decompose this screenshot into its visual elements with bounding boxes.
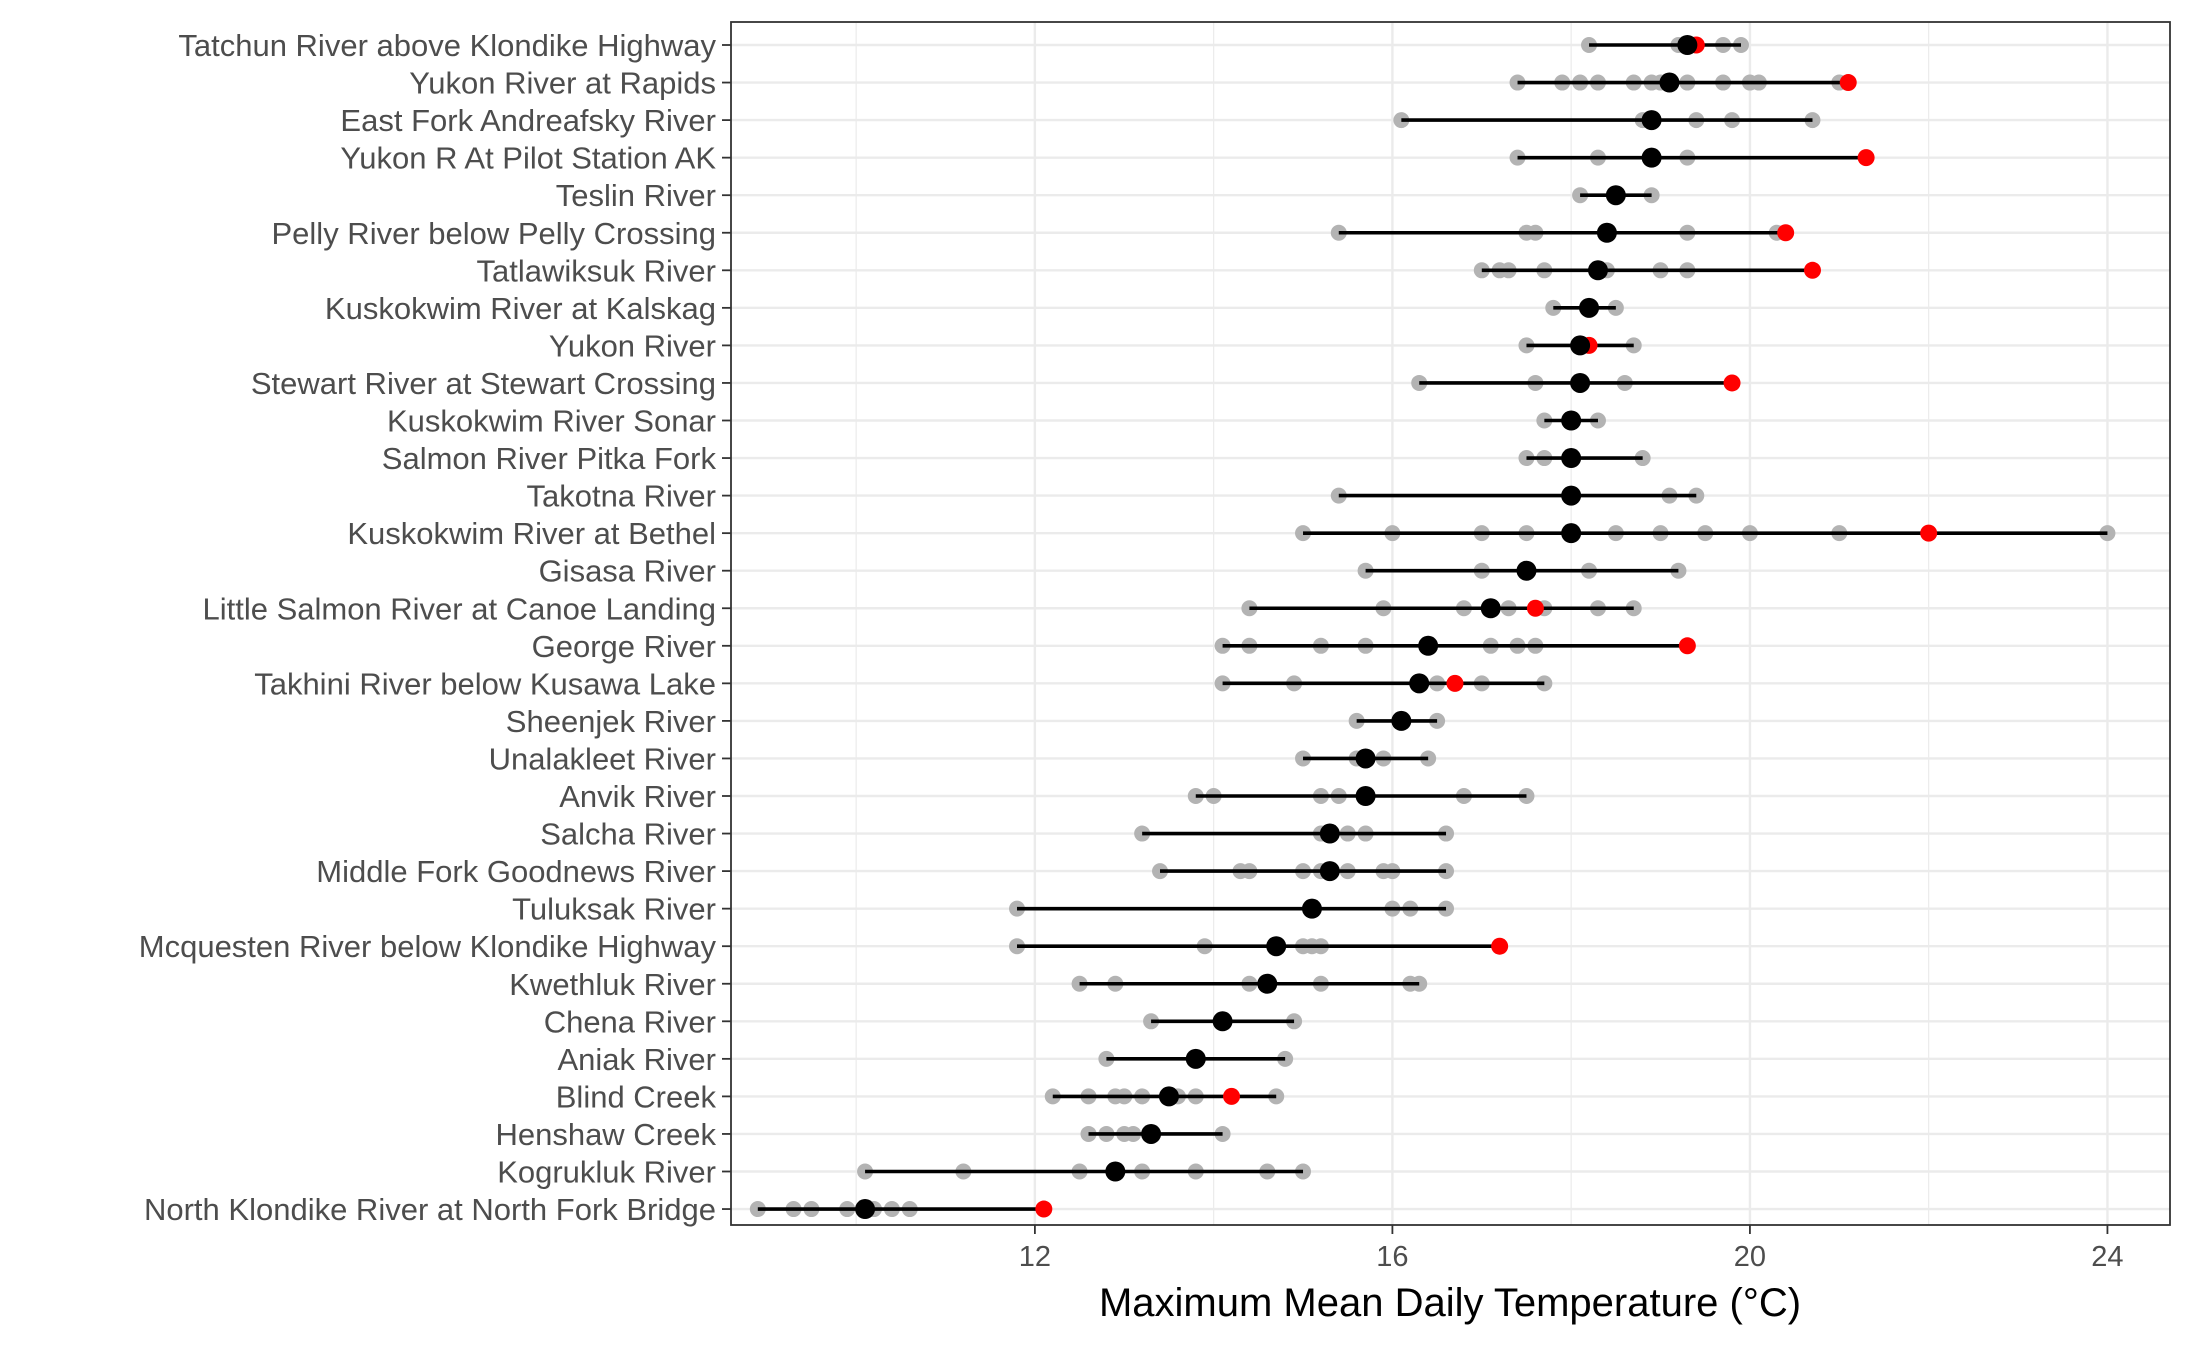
mean-point	[1641, 147, 1662, 168]
mean-point	[1480, 598, 1501, 619]
y-axis-label: Stewart River at Stewart Crossing	[251, 366, 716, 401]
x-tick-label: 20	[1734, 1241, 1766, 1273]
y-axis-label: Chena River	[544, 1004, 716, 1039]
mean-point	[1319, 823, 1340, 844]
y-axis-label: Yukon River at Rapids	[409, 66, 716, 101]
highlight-point	[1446, 674, 1464, 692]
highlight-point	[1920, 524, 1938, 542]
mean-point	[1185, 1048, 1206, 1069]
highlight-point	[1223, 1087, 1241, 1105]
y-axis-label: Yukon R At Pilot Station AK	[340, 141, 716, 176]
y-axis-label: Salcha River	[540, 817, 716, 852]
mean-point	[1301, 898, 1322, 919]
y-axis-label: Kogrukluk River	[497, 1155, 716, 1190]
mean-point	[1355, 748, 1376, 769]
y-axis-label: Tuluksak River	[512, 892, 716, 927]
y-axis-labels: Tatchun River above Klondike HighwayYuko…	[139, 28, 731, 1227]
mean-point	[1418, 635, 1439, 656]
highlight-point	[1777, 224, 1795, 242]
highlight-point	[1723, 374, 1741, 392]
y-axis-label: Blind Creek	[556, 1079, 717, 1114]
x-tick-label: 24	[2091, 1241, 2123, 1273]
mean-point	[1391, 710, 1412, 731]
mean-point	[1570, 372, 1591, 393]
x-axis-title: Maximum Mean Daily Temperature (°C)	[1099, 1281, 1801, 1325]
highlight-point	[1678, 637, 1696, 655]
mean-point	[1158, 1086, 1179, 1107]
y-axis-label: Takotna River	[526, 479, 716, 514]
mean-point	[1659, 72, 1680, 93]
mean-point	[1561, 523, 1582, 544]
x-tick-label: 12	[1019, 1241, 1051, 1273]
mean-point	[1561, 485, 1582, 506]
y-axis-label: Anvik River	[559, 779, 716, 814]
mean-point	[1105, 1161, 1126, 1182]
highlight-point	[1803, 261, 1821, 279]
mean-point	[855, 1199, 876, 1220]
x-tick-label: 16	[1376, 1241, 1408, 1273]
y-axis-label: Yukon River	[549, 328, 716, 363]
mean-point	[1266, 936, 1287, 957]
mean-point	[1355, 786, 1376, 806]
y-axis-label: Kuskokwim River Sonar	[387, 404, 716, 439]
highlight-point	[1035, 1200, 1053, 1218]
mean-point	[1257, 973, 1278, 994]
y-axis-label: Teslin River	[556, 178, 716, 213]
data-series	[749, 35, 2116, 1220]
y-axis-label: Salmon River Pitka Fork	[382, 441, 717, 476]
mean-point	[1516, 560, 1537, 581]
mean-point	[1561, 410, 1582, 431]
mean-point	[1141, 1123, 1162, 1144]
y-axis-label: Mcquesten River below Klondike Highway	[139, 929, 717, 964]
y-axis-label: East Fork Andreafsky River	[340, 103, 716, 138]
mean-point	[1596, 222, 1617, 243]
y-axis-label: Kwethluk River	[509, 967, 716, 1002]
y-axis-label: Pelly River below Pelly Crossing	[272, 216, 717, 251]
panel-border	[730, 21, 2171, 1226]
y-axis-label: Takhini River below Kusawa Lake	[254, 666, 716, 701]
y-axis-label: Middle Fork Goodnews River	[316, 854, 716, 889]
y-axis-label: Gisasa River	[539, 554, 716, 589]
y-axis-label: George River	[532, 629, 716, 664]
y-axis-label: Kuskokwim River at Kalskag	[325, 291, 716, 326]
x-axis: 12 16 20 24	[1019, 1225, 2124, 1273]
y-axis-label: Sheenjek River	[506, 704, 716, 739]
mean-point	[1677, 35, 1698, 55]
panel-background	[731, 22, 2170, 1225]
mean-point	[1587, 260, 1608, 281]
highlight-point	[1857, 149, 1875, 167]
y-axis-label: Little Salmon River at Canoe Landing	[202, 591, 716, 626]
mean-point	[1561, 448, 1582, 469]
y-axis-label: Tatchun River above Klondike Highway	[178, 28, 716, 63]
mean-point	[1319, 861, 1340, 882]
y-axis-label: Aniak River	[558, 1042, 717, 1077]
highlight-point	[1526, 599, 1544, 617]
mean-point	[1212, 1011, 1233, 1032]
mean-point	[1570, 335, 1591, 356]
y-axis-label: North Klondike River at North Fork Bridg…	[144, 1192, 716, 1227]
y-axis-label: Kuskokwim River at Bethel	[347, 516, 716, 551]
highlight-point	[1491, 937, 1509, 955]
mean-point	[1579, 297, 1600, 318]
y-axis-label: Tatlawiksuk River	[477, 253, 716, 288]
highlight-point	[1839, 74, 1857, 92]
mean-point	[1641, 110, 1662, 131]
y-axis-label: Unalakleet River	[489, 741, 716, 776]
y-axis-label: Henshaw Creek	[495, 1117, 716, 1152]
mean-point	[1605, 185, 1626, 206]
mean-point	[1409, 673, 1430, 694]
